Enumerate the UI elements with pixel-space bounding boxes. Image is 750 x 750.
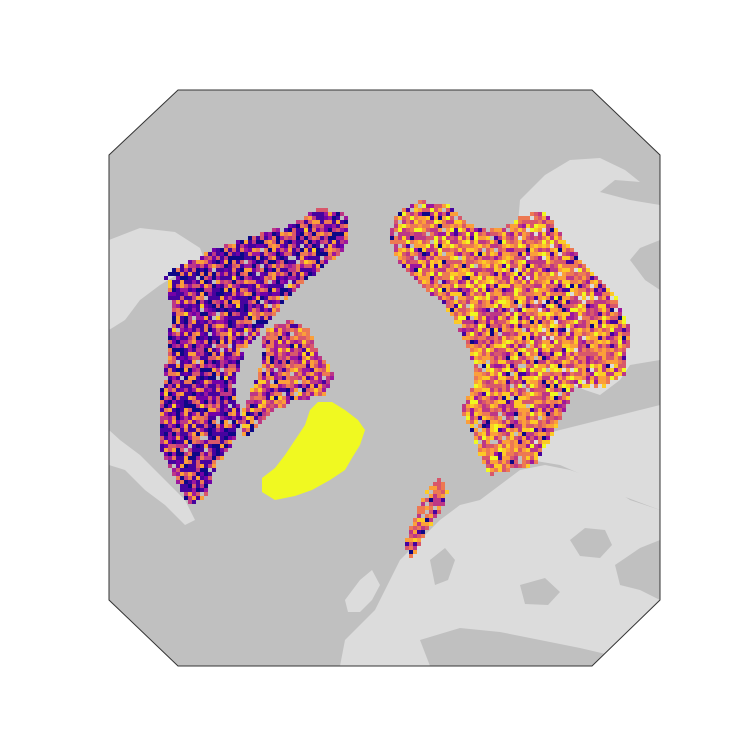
sea-mediterranean: [420, 628, 610, 666]
land-uk: [345, 570, 380, 612]
sea-far-east: [615, 540, 660, 600]
sea-black: [520, 578, 560, 605]
sea-baltic: [430, 548, 455, 585]
greenland-data: [262, 402, 365, 500]
land-europe: [340, 465, 660, 666]
data-raster: [160, 200, 630, 558]
map-content: [109, 158, 660, 666]
land-west-coast: [109, 430, 195, 525]
raster-eurasia: [390, 200, 630, 476]
raster-scandinavia: [405, 478, 449, 558]
map-frame: [108, 89, 661, 667]
raster-north-america: [160, 208, 348, 504]
land-central-asia: [520, 405, 660, 510]
land-alaska: [109, 228, 205, 330]
raster-canada-arctic: [238, 320, 334, 436]
sea-caspian: [570, 528, 612, 558]
